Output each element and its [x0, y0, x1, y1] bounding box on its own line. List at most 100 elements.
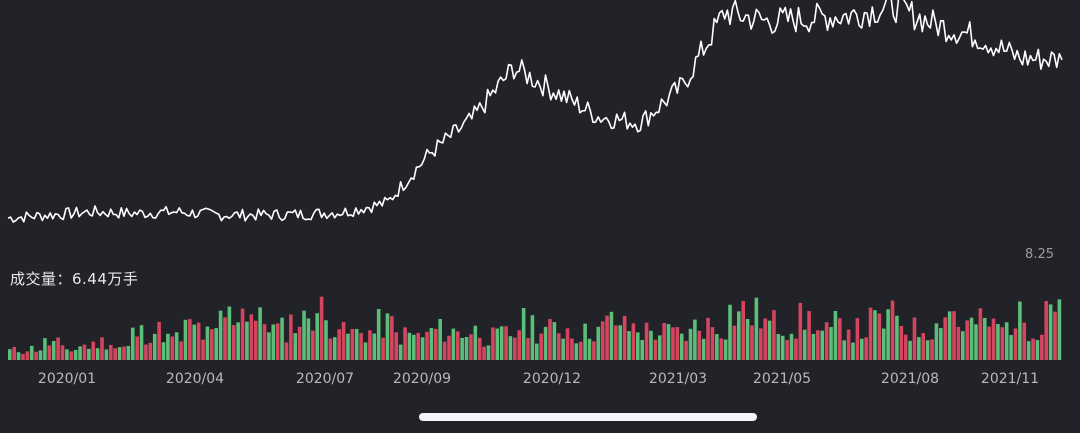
volume-bar	[8, 349, 12, 360]
volume-bar	[341, 321, 346, 360]
volume-bar	[719, 338, 724, 360]
volume-bar	[701, 338, 706, 360]
volume-bar	[363, 342, 368, 360]
volume-bar	[354, 328, 359, 360]
x-tick-label: 2021/11	[980, 371, 1040, 387]
volume-bar	[780, 335, 785, 360]
volume-bar	[394, 332, 399, 360]
volume-bar	[486, 345, 491, 360]
volume-bar	[60, 345, 65, 360]
volume-bar	[495, 328, 500, 360]
volume-bar	[789, 333, 794, 360]
volume-bar	[306, 318, 311, 360]
volume-bar	[535, 343, 539, 360]
volume-bar	[359, 333, 363, 360]
volume-bar	[152, 333, 157, 360]
volume-bar	[447, 335, 451, 360]
x-tick-label: 2020/12	[522, 371, 582, 387]
volume-bar	[69, 351, 74, 360]
volume-bar	[838, 318, 842, 360]
volume-bar	[280, 317, 284, 360]
volume-bar	[451, 328, 456, 360]
volume-bar	[750, 325, 754, 360]
volume-bar	[666, 324, 671, 360]
x-tick-label: 2021/05	[752, 371, 812, 387]
volume-bar	[574, 343, 579, 360]
volume-bar	[38, 350, 43, 360]
volume-bar	[368, 330, 372, 360]
volume-bar	[43, 338, 47, 360]
volume-bar	[1004, 322, 1009, 360]
volume-bar	[262, 324, 267, 360]
volume-bar	[969, 317, 974, 360]
volume-bar	[293, 333, 298, 360]
volume-bar	[144, 344, 148, 360]
volume-bar	[877, 313, 882, 360]
volume-bar	[403, 327, 407, 360]
volume-bar	[188, 319, 192, 360]
x-tick-label: 2021/08	[880, 371, 940, 387]
volume-bar	[741, 300, 745, 360]
volume-label: 成交量：6.44万手	[10, 270, 139, 288]
volume-bar	[917, 337, 921, 360]
volume-bar	[842, 340, 847, 360]
volume-bar	[587, 338, 592, 360]
volume-bar	[903, 334, 908, 360]
volume-bar	[662, 323, 666, 360]
volume-bar	[1053, 311, 1057, 360]
volume-bar	[47, 345, 52, 360]
volume-bar	[631, 323, 636, 360]
volume-bar	[91, 341, 96, 360]
volume-bar	[675, 327, 680, 360]
volume-bar	[640, 339, 644, 360]
volume-bar	[565, 328, 570, 360]
volume-bar	[688, 328, 693, 360]
volume-bar	[939, 328, 943, 360]
volume-bar	[289, 314, 293, 360]
volume-bar	[855, 318, 860, 360]
volume-bar	[416, 332, 421, 360]
volume-bar	[1013, 328, 1018, 360]
volume-bar	[245, 321, 249, 360]
volume-bar	[820, 330, 825, 360]
volume-bar	[508, 336, 513, 360]
volume-bar	[16, 352, 21, 360]
volume-bar	[605, 315, 609, 360]
volume-bar	[442, 341, 447, 360]
volume-bar	[539, 333, 543, 360]
volume-bar	[851, 342, 855, 360]
volume-bar	[139, 325, 144, 360]
volume-bar	[390, 316, 394, 360]
volume-bar	[183, 319, 188, 360]
volume-bar	[627, 331, 631, 360]
volume-bar	[526, 338, 530, 360]
volume-bar	[846, 329, 851, 360]
volume-bar	[925, 340, 930, 360]
volume-bar	[372, 333, 377, 360]
volume-bar	[135, 336, 139, 360]
volume-bar	[679, 333, 684, 360]
volume-bar	[332, 337, 337, 360]
volume-bar	[82, 344, 87, 360]
volume-bar	[113, 348, 117, 360]
volume-bar	[592, 341, 596, 360]
volume-bar	[952, 311, 956, 360]
volume-bar	[1018, 301, 1022, 360]
volume-bar	[122, 346, 126, 360]
volume-bar	[943, 317, 948, 360]
home-indicator[interactable]	[419, 413, 757, 421]
volume-bar	[657, 335, 662, 360]
volume-bar	[302, 310, 306, 360]
volume-bar	[561, 338, 565, 360]
volume-bar	[583, 323, 587, 360]
volume-bar	[284, 342, 289, 360]
volume-bar	[833, 310, 838, 360]
volume-bar	[381, 337, 385, 360]
volume-bar	[499, 326, 504, 360]
volume-bar	[25, 351, 30, 360]
volume-bar	[51, 341, 56, 360]
volume-bar	[205, 326, 210, 360]
volume-bar	[517, 330, 522, 360]
volume-bar	[78, 346, 82, 360]
